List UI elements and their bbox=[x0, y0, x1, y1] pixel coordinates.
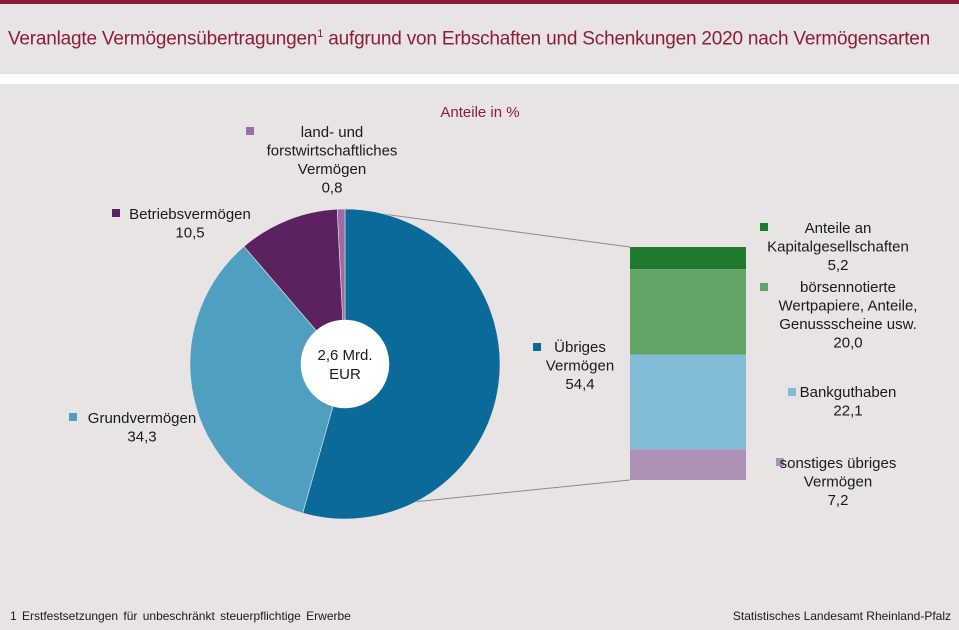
label-text: Übriges bbox=[554, 338, 606, 356]
top-accent-bar bbox=[0, 0, 959, 4]
breakdown-label-bankguthaben: Bankguthaben 22,1 bbox=[788, 384, 896, 420]
source-note: Statistisches Landesamt Rheinland-Pfalz bbox=[732, 609, 951, 623]
donut-label-betriebsverm-gen: Betriebsvermögen 10,5 bbox=[112, 206, 251, 242]
legend-marker bbox=[776, 458, 784, 466]
label-value: 22,1 bbox=[833, 403, 862, 420]
separator-band bbox=[0, 74, 959, 84]
center-label-line: EUR bbox=[329, 366, 361, 383]
label-text: sonstiges übriges bbox=[780, 455, 897, 472]
label-value: 5,2 bbox=[828, 257, 849, 274]
label-text: land- und bbox=[301, 124, 364, 141]
bar-segment-anteile-an bbox=[630, 247, 746, 270]
label-text: Wertpapiere, Anteile, bbox=[779, 298, 918, 315]
label-value: 34,3 bbox=[127, 429, 156, 446]
label-value: 7,2 bbox=[828, 492, 849, 509]
legend-marker bbox=[760, 283, 768, 291]
connector-line-top bbox=[344, 208, 631, 248]
label-text: Kapitalgesellschaften bbox=[767, 239, 909, 256]
legend-marker bbox=[112, 209, 120, 217]
footnote: 1 Erstfestsetzungen für unbeschränkt ste… bbox=[10, 609, 351, 623]
label-text: börsennotierte bbox=[800, 279, 896, 296]
bar-segment-bankguthaben bbox=[630, 354, 746, 450]
legend-marker bbox=[69, 413, 77, 421]
breakdown-label-b-rsennotierte: börsennotierte Wertpapiere, Anteile,Genus… bbox=[760, 279, 917, 352]
chart-area: Anteile in % ÜbrigesVermögen54,4Grundver… bbox=[0, 84, 959, 604]
label-text: Anteile an bbox=[805, 220, 872, 237]
label-value: 0,8 bbox=[322, 180, 343, 197]
label-text: forstwirtschaftliches bbox=[267, 143, 398, 160]
label-text: Genussscheine usw. bbox=[779, 316, 917, 333]
label-text: Bankguthaben bbox=[800, 384, 897, 401]
label-text: Vermögen bbox=[804, 474, 872, 491]
legend-marker bbox=[533, 343, 541, 351]
bar-segment-sonstiges-briges bbox=[630, 449, 746, 480]
chart-subtitle: Anteile in % bbox=[440, 104, 519, 121]
label-text: Betriebsvermögen bbox=[129, 206, 251, 223]
chart-title: Veranlagte Vermögensübertragungen1 aufgr… bbox=[8, 28, 931, 50]
legend-marker bbox=[760, 223, 768, 231]
label-value: 20,0 bbox=[833, 335, 862, 352]
label-text: Grundvermögen bbox=[88, 410, 196, 427]
bar-segment-b-rsennotierte bbox=[630, 269, 746, 355]
label-value: 54,4 bbox=[565, 376, 594, 393]
legend-marker bbox=[246, 127, 254, 135]
label-value: 10,5 bbox=[175, 225, 204, 242]
center-label-line: 2,6 Mrd. bbox=[317, 347, 372, 364]
label-text: Vermögen bbox=[298, 161, 366, 178]
legend-marker bbox=[788, 388, 796, 396]
label-text: Vermögen bbox=[546, 358, 614, 375]
donut-label-grundverm-gen: Grundvermögen 34,3 bbox=[69, 410, 196, 446]
donut-hole bbox=[301, 320, 389, 408]
